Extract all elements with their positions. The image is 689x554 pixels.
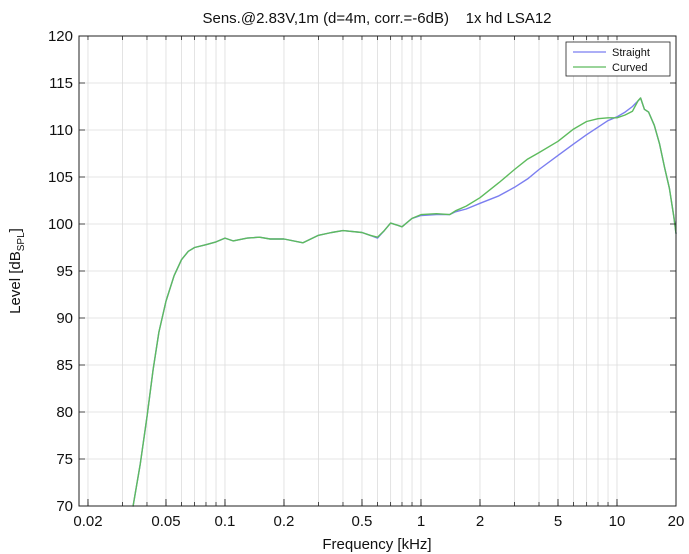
series-line-curved bbox=[132, 97, 677, 507]
y-tick-label: 70 bbox=[56, 498, 73, 515]
x-tick-label: 20 bbox=[668, 513, 685, 530]
x-tick-label: 0.1 bbox=[215, 513, 236, 530]
x-tick-label: 10 bbox=[609, 513, 626, 530]
y-tick-label: 105 bbox=[48, 169, 73, 186]
x-tick-label: 1 bbox=[417, 513, 425, 530]
legend: Straight Curved bbox=[565, 41, 671, 77]
y-tick-label: 95 bbox=[56, 263, 73, 280]
y-tick-label: 75 bbox=[56, 451, 73, 468]
x-tick-label: 0.5 bbox=[352, 513, 373, 530]
y-tick-label: 80 bbox=[56, 404, 73, 421]
legend-label-curved: Curved bbox=[612, 62, 647, 74]
x-tick-label: 2 bbox=[476, 513, 484, 530]
grid bbox=[79, 36, 676, 506]
y-axis-label-subscript: SPL bbox=[16, 232, 27, 251]
x-tick-label: 0.05 bbox=[151, 513, 180, 530]
chart-title: Sens.@2.83V,1m (d=4m, corr.=-6dB) 1x hd … bbox=[202, 10, 551, 27]
y-tick-label: 115 bbox=[49, 75, 73, 92]
y-tick-label: 120 bbox=[48, 28, 73, 45]
y-axis-label-suffix: ] bbox=[7, 228, 24, 232]
legend-box bbox=[565, 41, 671, 77]
x-tick-label: 0.2 bbox=[274, 513, 295, 530]
y-tick-label: 100 bbox=[48, 216, 73, 233]
y-axis-label-main: Level [dB bbox=[7, 251, 24, 314]
y-tick-label: 90 bbox=[56, 310, 73, 327]
x-tick-label: 5 bbox=[554, 513, 562, 530]
y-axis-label: Level [dBSPL] bbox=[7, 228, 27, 314]
series-layer bbox=[132, 97, 677, 507]
x-tick-label: 0.02 bbox=[73, 513, 102, 530]
y-tick-label: 85 bbox=[56, 357, 73, 374]
legend-label-straight: Straight bbox=[612, 47, 650, 59]
y-tick-label: 110 bbox=[49, 122, 73, 139]
x-axis-label: Frequency [kHz] bbox=[322, 536, 431, 553]
